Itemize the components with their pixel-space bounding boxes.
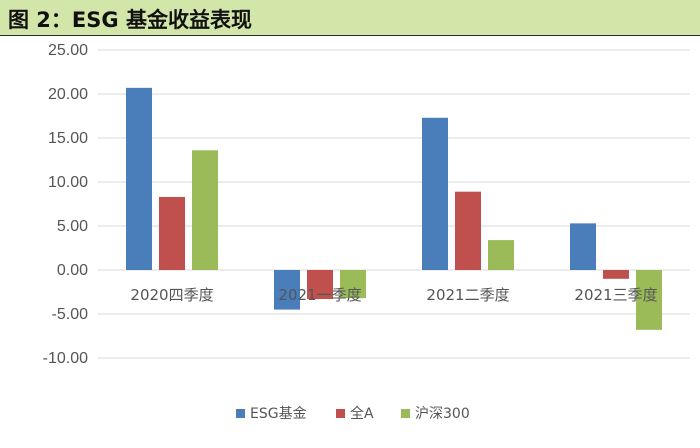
x-axis-categories: 2020四季度 2021一季度 2021二季度 2021三季度 (130, 286, 657, 304)
legend-label: 沪深300 (415, 406, 470, 422)
y-axis-ticks: 25.00 20.00 15.00 10.00 5.00 0.00 -5.00 -10.00 (43, 42, 88, 367)
y-tick-label: 20.00 (48, 86, 88, 103)
figure-header: 图 2：ESG 基金收益表现 (0, 0, 700, 36)
bar-ESG基金-2021二季度 (422, 117, 448, 270)
x-category-label: 2021一季度 (278, 286, 361, 304)
bar-ESG基金-2020四季度 (126, 87, 152, 270)
bar-ESG基金-2021三季度 (570, 223, 596, 270)
x-category-label: 2020四季度 (130, 286, 213, 304)
bar-全A-2021二季度 (455, 191, 481, 270)
bar-全A-2021一季度 (307, 270, 333, 300)
bar-沪深300-2021二季度 (488, 240, 514, 270)
legend: ESG基金 全A 沪深300 (236, 405, 470, 422)
legend-label: 全A (350, 405, 374, 422)
bars (126, 87, 662, 330)
y-tick-label: 15.00 (48, 130, 88, 147)
legend-swatch (401, 409, 410, 418)
y-tick-label: 25.00 (48, 42, 88, 59)
x-category-label: 2021三季度 (574, 286, 657, 304)
y-tick-label: 10.00 (48, 174, 88, 191)
y-tick-label: -5.00 (52, 306, 89, 323)
x-category-label: 2021二季度 (426, 286, 509, 304)
y-tick-label: 5.00 (57, 218, 88, 235)
legend-swatch (236, 409, 245, 418)
figure-title: 图 2：ESG 基金收益表现 (8, 8, 252, 32)
bar-chart: 25.0020.0015.0010.005.000.00-5.00-10.00 … (43, 42, 690, 422)
bar-沪深300-2021三季度 (636, 270, 662, 330)
legend-swatch (336, 409, 345, 418)
bar-全A-2020四季度 (159, 196, 185, 270)
bar-ESG基金-2021一季度 (274, 270, 300, 310)
legend-label: ESG基金 (250, 405, 307, 422)
gridlines (98, 49, 690, 359)
y-tick-label: -10.00 (43, 350, 88, 367)
y-tick-label: 0.00 (57, 262, 88, 279)
bar-沪深300-2020四季度 (192, 150, 218, 270)
bar-全A-2021三季度 (603, 270, 629, 279)
bar-沪深300-2021一季度 (340, 270, 366, 299)
